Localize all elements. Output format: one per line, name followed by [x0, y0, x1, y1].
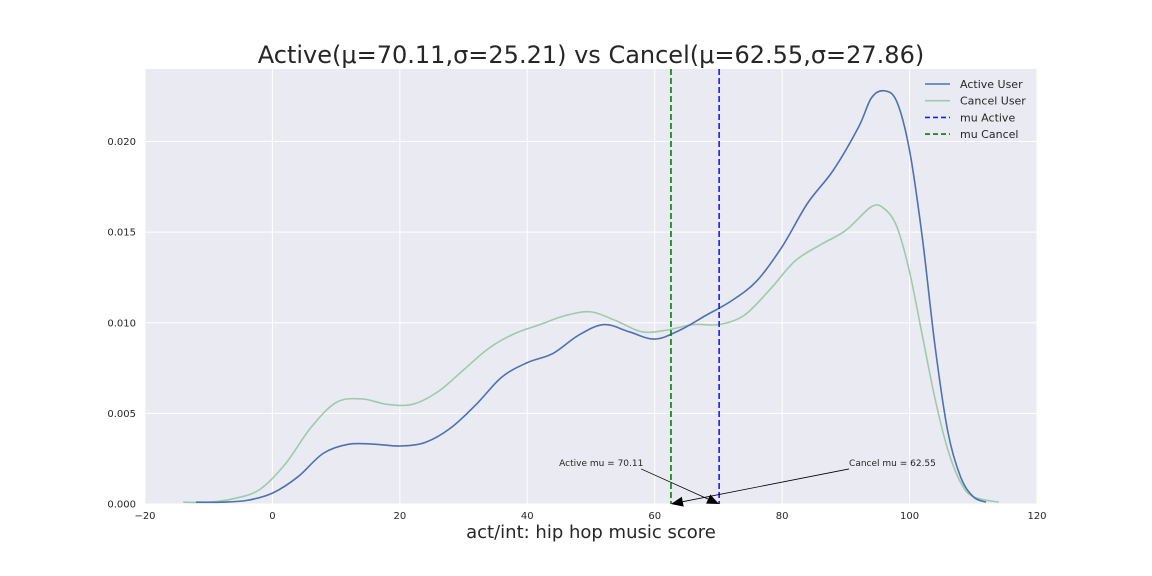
legend-entry: mu Cancel — [960, 128, 1018, 141]
series-line-active-user — [195, 89, 987, 504]
legend-entry: Active User — [960, 78, 1023, 91]
x-tick-label: 20 — [393, 511, 406, 522]
legend-entry: mu Active — [960, 111, 1015, 124]
annotation-arrowhead — [706, 494, 720, 504]
legend-entry: Cancel User — [960, 95, 1026, 108]
x-tick-labels: −20 0 20 40 60 80 100 120 — [134, 511, 1046, 522]
x-tick-label: 0 — [269, 511, 275, 522]
y-tick-label: 0.010 — [107, 318, 136, 329]
x-tick-label: 80 — [776, 511, 789, 522]
x-tick-label: 60 — [648, 511, 661, 522]
x-tick-label: 100 — [900, 511, 919, 522]
annotation-label: Cancel mu = 62.55 — [849, 459, 936, 469]
annotation-arrow-line — [682, 468, 850, 503]
y-tick-label: 0.015 — [107, 228, 136, 239]
annotation-label: Active mu = 70.11 — [559, 459, 643, 469]
x-axis-label: act/int: hip hop music score — [466, 522, 716, 543]
grid — [144, 69, 1038, 505]
series-lines — [183, 89, 999, 504]
x-tick-label: −20 — [134, 511, 155, 522]
annotations: Active mu = 70.11 Cancel mu = 62.55 — [559, 459, 936, 507]
y-tick-label: 0.005 — [107, 409, 136, 420]
x-tick-label: 40 — [521, 511, 534, 522]
legend: Active User Cancel User mu Active mu Cancel — [925, 78, 1026, 141]
annotation-arrow-line — [640, 468, 709, 500]
mean-lines — [670, 69, 720, 504]
y-tick-labels: 0.000 0.005 0.010 0.015 0.020 — [107, 137, 136, 511]
chart-title: Active(μ=70.11,σ=25.21) vs Cancel(μ=62.5… — [258, 41, 924, 69]
y-tick-label: 0.000 — [107, 500, 136, 511]
plot-background — [145, 69, 1037, 504]
annotation-arrowhead — [670, 496, 684, 507]
series-line-cancel-user — [183, 204, 999, 504]
y-tick-label: 0.020 — [107, 137, 136, 148]
x-tick-label: 120 — [1027, 511, 1046, 522]
